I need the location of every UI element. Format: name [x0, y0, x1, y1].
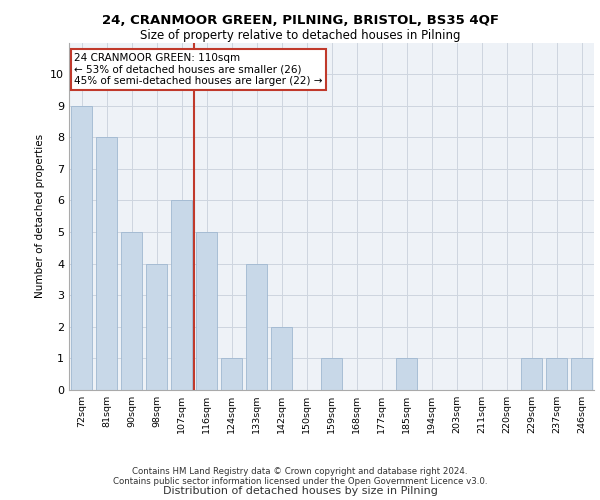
Bar [196, 232, 217, 390]
Bar [396, 358, 417, 390]
Bar [221, 358, 242, 390]
Bar [96, 138, 117, 390]
Y-axis label: Number of detached properties: Number of detached properties [35, 134, 44, 298]
Bar [571, 358, 592, 390]
Text: 24, CRANMOOR GREEN, PILNING, BRISTOL, BS35 4QF: 24, CRANMOOR GREEN, PILNING, BRISTOL, BS… [101, 14, 499, 27]
Bar [321, 358, 342, 390]
Bar [521, 358, 542, 390]
Text: Contains public sector information licensed under the Open Government Licence v3: Contains public sector information licen… [113, 477, 487, 486]
Bar [146, 264, 167, 390]
Bar [71, 106, 92, 390]
Text: Contains HM Land Registry data © Crown copyright and database right 2024.: Contains HM Land Registry data © Crown c… [132, 467, 468, 476]
Bar [546, 358, 567, 390]
Bar [246, 264, 267, 390]
Text: Distribution of detached houses by size in Pilning: Distribution of detached houses by size … [163, 486, 437, 496]
Bar [121, 232, 142, 390]
Bar [271, 327, 292, 390]
Bar [171, 200, 192, 390]
Text: Size of property relative to detached houses in Pilning: Size of property relative to detached ho… [140, 29, 460, 42]
Text: 24 CRANMOOR GREEN: 110sqm
← 53% of detached houses are smaller (26)
45% of semi-: 24 CRANMOOR GREEN: 110sqm ← 53% of detac… [74, 53, 323, 86]
